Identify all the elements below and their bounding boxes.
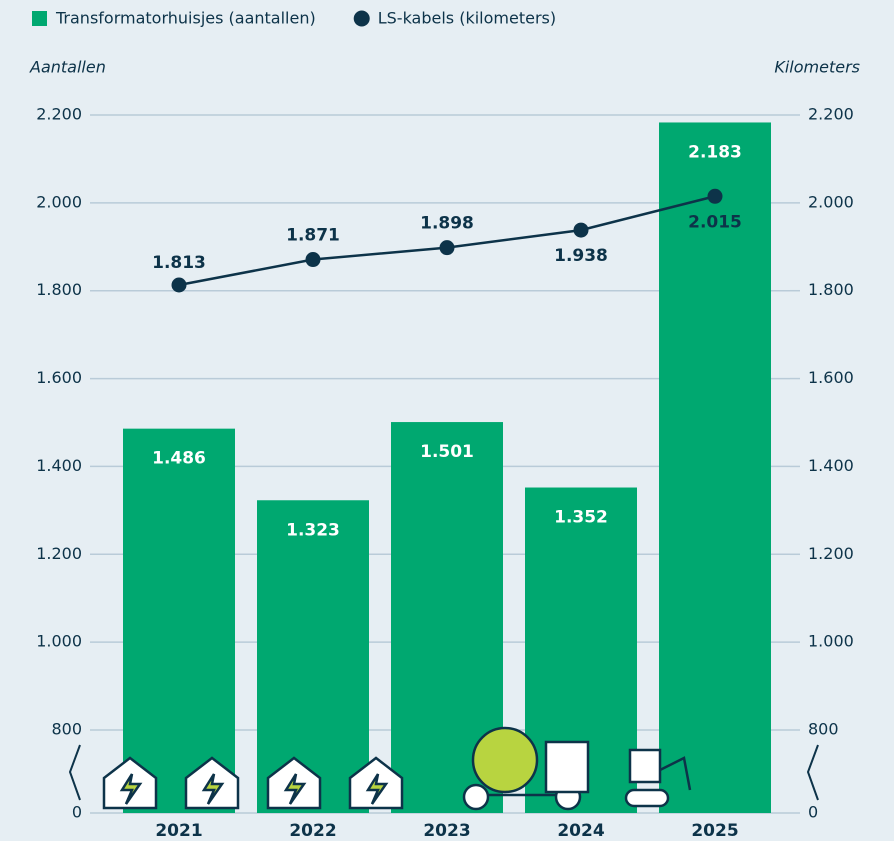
line-point: [305, 252, 321, 268]
bar: [257, 500, 369, 813]
line-point: [171, 277, 187, 293]
house-icon: [184, 756, 240, 810]
legend: Transformatorhuisjes (aantallen) LS-kabel…: [32, 9, 556, 28]
line-point: [707, 188, 723, 204]
cable-drum-icon: [462, 726, 590, 811]
y-tick-label: 800: [51, 720, 82, 739]
y-tick-label: 2.000: [36, 192, 82, 211]
axis-breaks: [68, 744, 819, 801]
x-tick-label: 2025: [691, 821, 738, 841]
y-tick-label: 1.400: [36, 456, 82, 475]
bar-value-label: 1.323: [286, 520, 340, 540]
legend-swatch: [353, 10, 370, 27]
legend-label: LS-kabels (kilometers): [378, 9, 556, 28]
axis-break: [68, 744, 81, 801]
y-tick-label: 1.800: [36, 280, 82, 299]
line-value-label: 2.015: [688, 212, 742, 232]
line-value-label: 1.938: [554, 246, 608, 266]
axis-break: [806, 744, 819, 801]
y2-axis-title: Kilometers: [774, 58, 860, 77]
y2-tick-label: 0: [808, 803, 818, 822]
bar-value-label: 1.352: [554, 508, 608, 528]
y-tick-label: 2.200: [36, 105, 82, 124]
line-point: [439, 240, 455, 256]
y-tick-label: 1.600: [36, 368, 82, 387]
line-value-label: 1.813: [152, 253, 206, 273]
legend-swatch: [32, 11, 47, 26]
line-value-label: 1.871: [286, 226, 340, 246]
x-tick-label: 2024: [557, 821, 604, 841]
bar: [123, 428, 235, 813]
bar-value-label: 2.183: [688, 142, 742, 162]
x-tick-label: 2022: [289, 821, 336, 841]
y2-tick-label: 1.000: [808, 632, 854, 651]
x-tick-label: 2023: [423, 821, 470, 841]
y2-tick-label: 1.200: [808, 544, 854, 563]
excavator-icon: [624, 748, 692, 808]
house-icon: [266, 756, 322, 810]
y2-tick-label: 2.200: [808, 105, 854, 124]
y2-tick-label: 1.800: [808, 280, 854, 299]
y2-tick-label: 1.600: [808, 368, 854, 387]
y-tick-label: 1.000: [36, 632, 82, 651]
line-value-label: 1.898: [420, 214, 474, 234]
bar: [659, 122, 771, 814]
y-tick-label: 1.200: [36, 544, 82, 563]
y-axis-title: Aantallen: [29, 58, 106, 77]
x-tick-label: 2021: [155, 821, 202, 841]
house-icon: [348, 756, 404, 810]
y2-tick-label: 800: [808, 720, 839, 739]
bar-value-label: 1.486: [152, 449, 206, 469]
bar-value-label: 1.501: [420, 442, 474, 462]
legend-label: Transformatorhuisjes (aantallen): [55, 9, 316, 28]
icons: [102, 726, 692, 811]
line-point: [573, 222, 589, 238]
y-tick-label: 0: [72, 803, 82, 822]
y2-tick-label: 2.000: [808, 192, 854, 211]
house-icon: [102, 756, 158, 810]
y2-tick-label: 1.400: [808, 456, 854, 475]
